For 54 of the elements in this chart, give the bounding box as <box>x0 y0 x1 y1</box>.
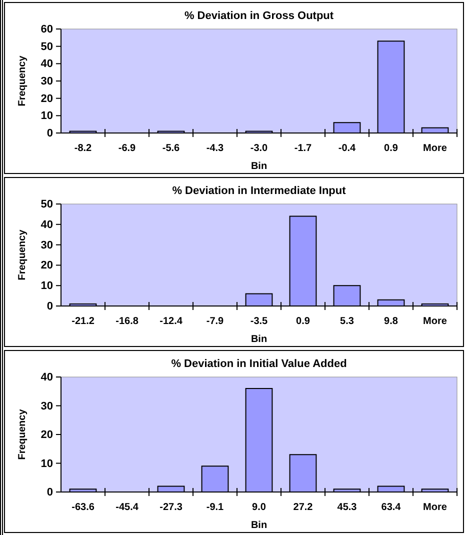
y-tick-label: 40 <box>40 372 53 384</box>
x-tick-label: 27.2 <box>293 502 314 513</box>
y-tick-label: 0 <box>46 486 53 499</box>
x-tick-label: More <box>423 143 448 154</box>
x-tick-label: More <box>423 502 448 513</box>
chart-title: % Deviation in Gross Output <box>184 10 334 22</box>
x-tick-label: More <box>423 316 448 327</box>
x-tick-label: 5.3 <box>340 316 354 327</box>
x-tick-label: -63.6 <box>72 502 95 513</box>
x-axis-title: Bin <box>250 334 268 345</box>
y-tick-label: 20 <box>40 260 53 272</box>
x-tick-label: -0.4 <box>338 143 356 154</box>
y-tick-label: 50 <box>40 198 53 211</box>
x-tick-label: 0.9 <box>384 143 398 154</box>
x-tick-label: -45.4 <box>116 502 139 513</box>
y-tick-label: 0 <box>46 300 53 313</box>
x-tick-label: -16.8 <box>116 316 139 327</box>
y-tick-label: 50 <box>40 40 53 53</box>
x-axis-title: Bin <box>250 161 268 172</box>
y-tick-label: 40 <box>40 58 53 70</box>
x-tick-label: 45.3 <box>337 502 358 513</box>
x-tick-label: -21.2 <box>72 316 95 327</box>
x-tick-label: -3.5 <box>250 316 268 327</box>
x-tick-label: 9.0 <box>252 502 266 513</box>
y-tick-label: 10 <box>40 110 53 122</box>
y-tick-label: 60 <box>40 24 53 36</box>
y-tick-label: 0 <box>46 128 53 140</box>
x-tick-label: 63.4 <box>381 502 402 513</box>
y-tick-label: 30 <box>40 239 53 252</box>
x-tick-label: -7.9 <box>206 316 224 327</box>
x-tick-label: -1.7 <box>294 143 312 154</box>
y-tick-label: 30 <box>40 76 53 88</box>
x-tick-label: -4.3 <box>206 143 224 154</box>
y-tick-label: 10 <box>40 458 53 470</box>
chart-title: % Deviation in Initial Value Added <box>171 358 347 370</box>
x-tick-label: -9.1 <box>206 502 224 513</box>
y-axis-title: Frequency <box>17 408 28 460</box>
y-tick-label: 20 <box>40 92 53 105</box>
x-tick-label: 0.9 <box>296 316 310 327</box>
x-tick-label: -27.3 <box>160 502 183 513</box>
x-tick-label: -12.4 <box>160 316 183 327</box>
x-tick-label: -8.2 <box>74 143 92 154</box>
x-tick-label: 9.8 <box>384 316 398 327</box>
y-tick-label: 40 <box>40 218 53 231</box>
chart-title: % Deviation in Intermediate Input <box>172 185 346 197</box>
y-axis-title: Frequency <box>17 55 28 106</box>
x-axis-title: Bin <box>250 520 268 531</box>
x-tick-label: -6.9 <box>118 143 136 154</box>
y-tick-label: 20 <box>40 429 53 442</box>
y-tick-label: 30 <box>40 400 53 412</box>
y-tick-label: 10 <box>40 280 53 292</box>
x-tick-label: -3.0 <box>250 143 268 154</box>
x-tick-label: -5.6 <box>162 143 180 154</box>
y-axis-title: Frequency <box>17 229 28 280</box>
